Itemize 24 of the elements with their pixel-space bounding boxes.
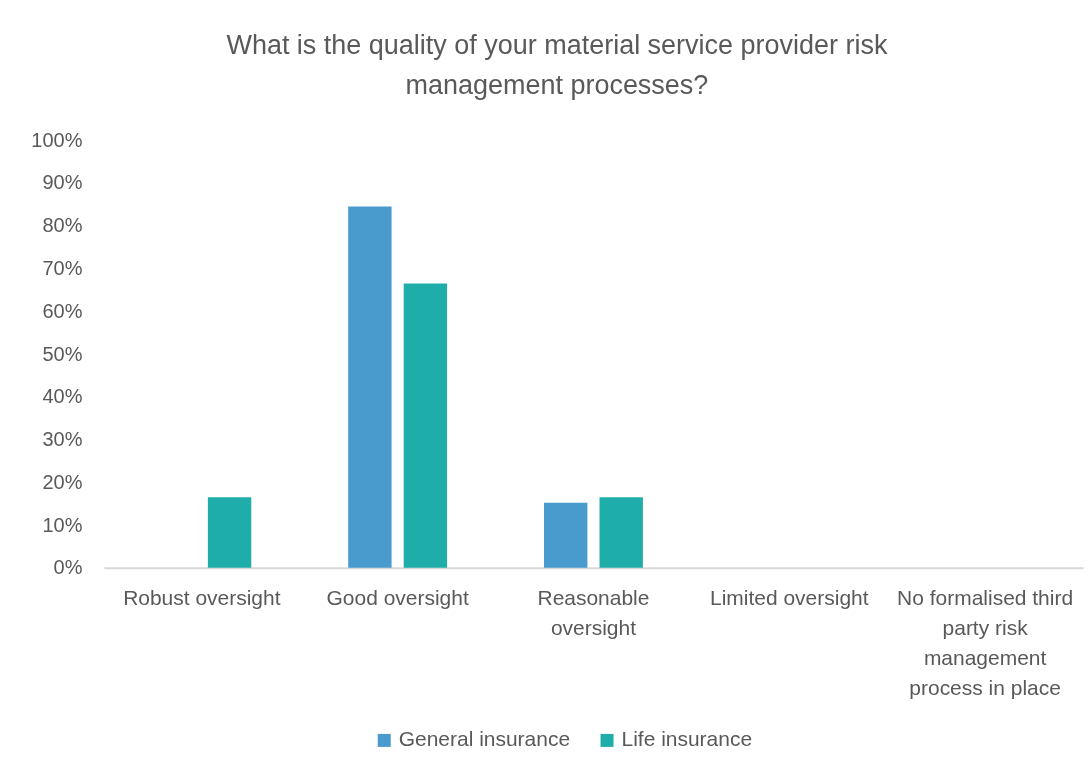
x-tick-label: Robust oversight xyxy=(123,586,281,610)
y-tick-label: 50% xyxy=(42,342,83,365)
legend-label: Life insurance xyxy=(621,727,753,751)
bar xyxy=(543,502,588,568)
y-tick-label: 60% xyxy=(42,299,83,322)
x-tick-label: No formalised third party risk management process in place xyxy=(897,586,1074,700)
bar xyxy=(403,283,448,568)
legend-label: General insurance xyxy=(398,727,571,751)
y-tick-label: 10% xyxy=(42,513,83,536)
y-tick-label: 100% xyxy=(31,128,83,151)
x-tick-label: Good oversight xyxy=(326,586,469,610)
y-tick-label: 70% xyxy=(42,256,83,279)
x-tick-label: Reasonable oversight xyxy=(537,586,650,640)
y-tick-label: 0% xyxy=(53,556,83,579)
bar xyxy=(348,206,392,568)
y-tick-label: 80% xyxy=(42,214,83,237)
y-tick-label: 30% xyxy=(42,428,83,451)
y-tick-label: 90% xyxy=(42,171,83,194)
chart-title: What is the quality of your material service provider risk management processes? xyxy=(226,30,888,101)
y-tick-label: 20% xyxy=(42,470,83,493)
bar xyxy=(599,497,643,568)
bar xyxy=(207,497,252,568)
x-tick-label: Limited oversight xyxy=(710,586,869,610)
y-tick-label: 40% xyxy=(42,385,83,408)
